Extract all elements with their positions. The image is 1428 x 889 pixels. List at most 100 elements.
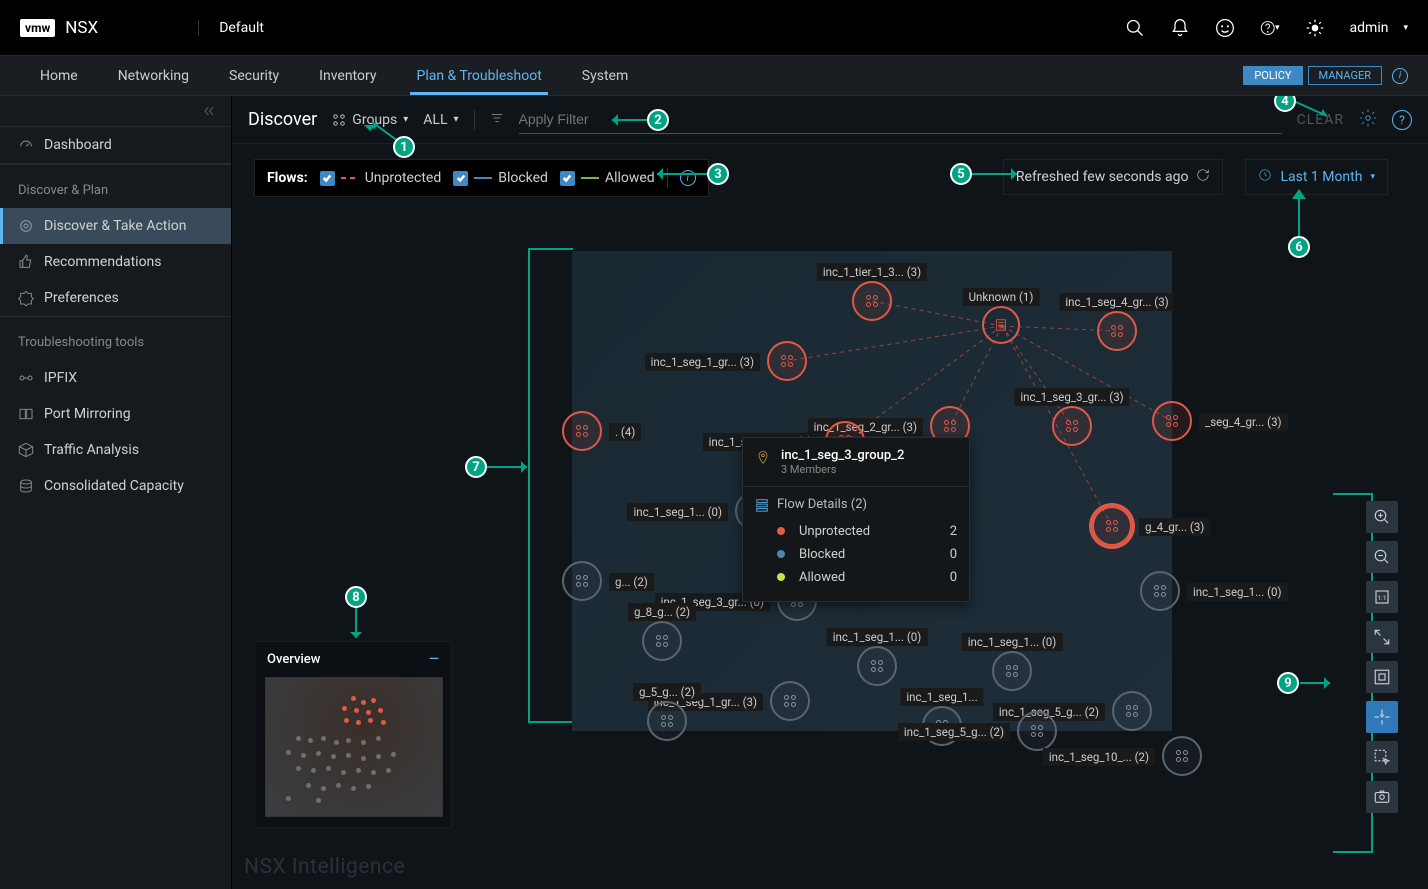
annotation-2: 2 <box>647 109 669 131</box>
info-icon[interactable]: i <box>1392 68 1408 84</box>
annotation-8: 8 <box>345 586 367 608</box>
minimap-dot <box>316 798 321 803</box>
flow-allowed-checkbox[interactable]: Allowed <box>560 170 655 186</box>
fit-screen-button[interactable] <box>1366 661 1398 693</box>
minimap-dot <box>331 754 336 759</box>
cube-icon <box>18 442 34 458</box>
pin-icon <box>755 450 771 466</box>
collapse-button[interactable] <box>1366 621 1398 653</box>
graph-node[interactable]: g_8_g... (2) <box>642 621 682 661</box>
graph-node[interactable]: inc_1_seg_10_... (2) <box>1162 736 1202 776</box>
bell-icon[interactable] <box>1170 18 1190 38</box>
refresh-status[interactable]: Refreshed few seconds ago <box>1003 159 1224 195</box>
sidebar-item-capacity[interactable]: Consolidated Capacity <box>0 468 231 504</box>
tenant-selector[interactable]: Default <box>198 20 414 36</box>
brightness-icon[interactable] <box>1305 18 1325 38</box>
nav-tab-networking[interactable]: Networking <box>98 56 209 95</box>
tooltip-row: Blocked0 <box>755 543 957 566</box>
all-selector[interactable]: ALL ▾ <box>423 108 458 132</box>
sidebar-item-dashboard[interactable]: Dashboard <box>0 126 231 164</box>
sidebar-item-label: Recommendations <box>44 254 162 270</box>
sidebar-item-traffic[interactable]: Traffic Analysis <box>0 432 231 468</box>
graph-node[interactable]: inc_1_seg_5_g... (2) <box>1017 711 1057 751</box>
overview-minimap[interactable] <box>265 677 443 817</box>
graph-node[interactable]: inc_1_seg_1_gr... (3) <box>767 341 807 381</box>
minimap-dot <box>346 738 351 743</box>
sidebar-item-port-mirror[interactable]: Port Mirroring <box>0 396 231 432</box>
minimap-dot <box>296 766 301 771</box>
graph-node[interactable]: inc_1_seg_1... (0) <box>1140 571 1180 611</box>
graph-node[interactable]: inc_1_seg_1... (0) <box>992 651 1032 691</box>
tooltip-body: Flow Details (2) Unprotected2Blocked0All… <box>743 487 969 601</box>
sidebar-item-discover-action[interactable]: Discover & Take Action <box>0 208 231 244</box>
content-area: Discover Groups ▾ ALL ▾ CLEAR ? Flows: <box>232 96 1428 889</box>
graph-node[interactable]: g_4_gr... (3) <box>1092 506 1132 546</box>
sidebar-section-troubleshoot: Troubleshooting tools <box>0 316 231 360</box>
graph-node[interactable]: Unknown (1) <box>982 306 1020 344</box>
sidebar-item-label: Consolidated Capacity <box>44 478 184 494</box>
graph-node-label: g_4_gr... (3) <box>1139 518 1210 536</box>
minimap-dot <box>326 766 331 771</box>
graph-node[interactable]: . (4) <box>562 411 602 451</box>
user-menu[interactable]: admin ▾ <box>1350 20 1408 36</box>
tooltip-header: inc_1_seg_3_group_2 3 Members <box>743 438 969 487</box>
node-tooltip: inc_1_seg_3_group_2 3 Members Flow Detai… <box>742 437 970 602</box>
zoom-in-button[interactable] <box>1366 501 1398 533</box>
flow-blocked-checkbox[interactable]: Blocked <box>453 170 548 186</box>
line-sample-blocked <box>474 177 492 179</box>
fit-11-button[interactable]: 1:1 <box>1366 581 1398 613</box>
smile-icon[interactable] <box>1215 18 1235 38</box>
user-label: admin <box>1350 20 1389 36</box>
graph-node-label: inc_1_seg_2_gr... (3) <box>808 418 923 436</box>
annotation-arrow-9 <box>1300 682 1330 684</box>
graph-node-label: inc_1_seg_1... <box>900 688 983 706</box>
annotation-6: 6 <box>1288 236 1310 258</box>
manager-mode-button[interactable]: MANAGER <box>1308 66 1382 85</box>
question-icon[interactable]: ▾ <box>1260 18 1280 38</box>
snapshot-button[interactable] <box>1366 781 1398 813</box>
sidebar-item-preferences[interactable]: Preferences <box>0 280 231 316</box>
flow-label: Unprotected <box>365 170 442 186</box>
minimap-dot <box>381 720 386 725</box>
refresh-label: Refreshed few seconds ago <box>1016 169 1189 185</box>
graph-node-label: . (4) <box>609 423 641 441</box>
nav-tab-home[interactable]: Home <box>20 56 98 95</box>
graph-node[interactable]: inc_1_seg_4_gr... (3) <box>1097 311 1137 351</box>
flow-unprotected-checkbox[interactable]: Unprotected <box>320 170 442 186</box>
all-label: ALL <box>423 112 447 128</box>
search-icon[interactable] <box>1125 18 1145 38</box>
graph-node-label: inc_1_seg_4_gr... (3) <box>1059 293 1174 311</box>
gear-icon[interactable] <box>1359 109 1377 131</box>
sidebar-item-label: Port Mirroring <box>44 406 131 422</box>
mirror-icon <box>18 406 34 422</box>
sidebar-collapse-button[interactable] <box>0 96 231 126</box>
nav-tab-inventory[interactable]: Inventory <box>299 56 396 95</box>
chevron-down-icon: ▾ <box>1403 23 1408 33</box>
graph-node[interactable]: g_5_g... (2) <box>647 701 687 741</box>
graph-node[interactable]: inc_1_seg_5_g... (2) <box>1112 691 1152 731</box>
zoom-out-button[interactable] <box>1366 541 1398 573</box>
policy-mode-button[interactable]: POLICY <box>1243 66 1302 85</box>
graph-node-label: _seg_4_gr... (3) <box>1199 413 1288 431</box>
graph-node[interactable]: inc_1_tier_1_3... (3) <box>852 281 892 321</box>
graph-node[interactable]: inc_1_seg_1... (0) <box>857 646 897 686</box>
time-range-selector[interactable]: Last 1 Month ▾ <box>1245 159 1388 195</box>
graph-node[interactable]: inc_1_seg_3_gr... (3) <box>1052 406 1092 446</box>
minimize-icon[interactable]: — <box>429 652 439 667</box>
nav-tab-security[interactable]: Security <box>209 56 299 95</box>
minimap-dot <box>342 706 347 711</box>
graph-node-label: Unknown (1) <box>963 288 1040 306</box>
checkbox-icon <box>320 171 335 186</box>
sidebar-item-ipfix[interactable]: IPFIX <box>0 360 231 396</box>
graph-node[interactable]: inc_1_seg_1_gr... (3) <box>770 681 810 721</box>
pan-button[interactable] <box>1366 701 1398 733</box>
minimap-dot <box>376 754 381 759</box>
nav-tab-plan-troubleshoot[interactable]: Plan & Troubleshoot <box>396 56 561 95</box>
graph-node[interactable]: _seg_4_gr... (3) <box>1152 401 1192 441</box>
help-icon[interactable]: ? <box>1392 110 1412 130</box>
nav-tab-system[interactable]: System <box>562 56 648 95</box>
sidebar-item-recommendations[interactable]: Recommendations <box>0 244 231 280</box>
select-button[interactable] <box>1366 741 1398 773</box>
header-actions: ▾ admin ▾ <box>1125 18 1408 38</box>
graph-node[interactable]: g... (2) <box>562 561 602 601</box>
